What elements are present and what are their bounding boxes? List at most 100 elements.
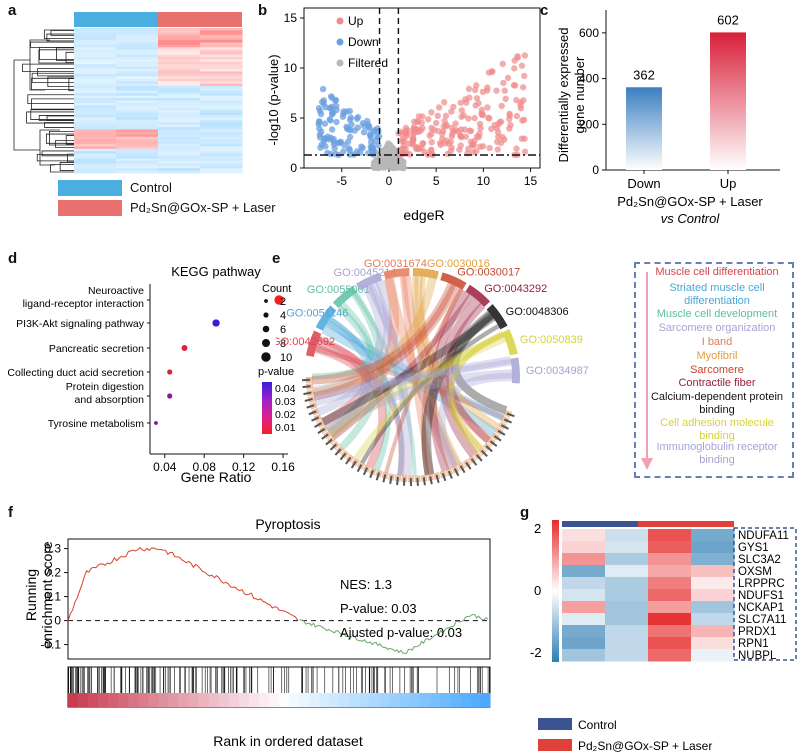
dendrogram-branch <box>56 47 74 61</box>
heatmap-a-cell <box>74 37 117 41</box>
volcano-point-up <box>479 88 487 96</box>
heatmap-a-cell <box>74 139 117 143</box>
volcano-point-filtered <box>384 159 391 166</box>
heatmap-g-cell <box>605 553 649 566</box>
legend-g-control: Control <box>578 718 617 732</box>
heatmap-a-cell <box>200 165 243 169</box>
heatmap-a-cell <box>74 131 117 135</box>
bar-caption-line1: Pd₂Sn@GOx-SP + Laser <box>617 194 763 209</box>
heatmap-a-cell <box>74 119 117 123</box>
chord-term-arc <box>383 268 410 280</box>
volcano-xtick-label: 0 <box>386 174 393 188</box>
heatmap-a-cell <box>200 49 243 53</box>
heatmap-a-cell <box>74 95 117 99</box>
heatmap-a-cell <box>200 151 243 155</box>
gsea-rank-bar <box>108 693 119 707</box>
heatmap-a-cell <box>200 52 243 56</box>
heatmap-a-cell <box>116 170 159 174</box>
heatmap-a-cell <box>74 44 117 48</box>
go-term-description: Muscle cell development <box>656 308 778 320</box>
heatmap-a-cell <box>200 100 243 104</box>
volcano-point-up <box>510 82 518 89</box>
heatmap-g-cell <box>605 613 649 626</box>
heatmap-a-cell <box>158 127 201 130</box>
heatmap-a-cell <box>74 66 117 70</box>
count-legend: 2 4 6 8 10 <box>261 296 292 364</box>
panel-letter-c: c <box>540 2 549 19</box>
chord-gene-tick <box>303 391 312 396</box>
chord-link <box>450 312 508 415</box>
heatmap-a-cell <box>116 37 159 41</box>
go-term-description: Immunoglobulin receptor binding <box>656 441 778 466</box>
volcano-point-up <box>457 133 464 140</box>
gsea-rank-bar <box>78 693 89 707</box>
heatmap-a-cell <box>200 86 243 89</box>
gsea-rank-bar <box>118 693 129 707</box>
heatmap-a-cell <box>116 168 159 172</box>
volcano-ytick-label: 15 <box>284 11 298 25</box>
chord-link <box>401 275 492 444</box>
chord-gene-tick <box>485 445 493 453</box>
heatmap-a-cell <box>116 88 159 92</box>
heatmap-a-cell <box>200 78 243 82</box>
heatmap-a-cell <box>158 144 201 147</box>
gsea-rank-bar <box>389 693 401 707</box>
volcano-point-up <box>517 99 524 106</box>
chord-gene-tick <box>422 477 426 486</box>
heatmap-a-cell <box>158 124 201 128</box>
heatmap-a-cell <box>200 112 243 116</box>
volcano-ytick-label: 0 <box>290 161 297 175</box>
gsea-xlabel: Rank in ordered dataset <box>213 733 363 749</box>
gsea-area: 0.3 0.2 0.1 0 -0.1 <box>40 538 491 708</box>
chord-link <box>399 276 435 475</box>
gsea-rank-bar <box>269 693 280 707</box>
heatmap-a-cell <box>200 64 243 68</box>
heatmap-g-scale-min: -2 <box>530 645 542 660</box>
volcano-point-up <box>475 133 483 141</box>
gsea-rank-bar <box>228 693 240 707</box>
volcano-point-filtered <box>391 164 399 171</box>
heatmap-a-cell <box>158 105 201 109</box>
bar-value-label: 362 <box>633 67 655 82</box>
heatmap-a-cell <box>74 73 117 77</box>
kegg-pathway-label: Neuroactive <box>88 285 144 297</box>
gsea-rank-bar <box>339 693 350 707</box>
heatmap-a-cell <box>200 148 243 152</box>
heatmap-a-cell <box>74 117 117 121</box>
heatmap-a-cell <box>74 129 117 133</box>
gsea-ytick-label: 0 <box>54 614 61 628</box>
heatmap-a-cell <box>200 35 243 39</box>
heatmap-a-cell <box>200 32 243 36</box>
gene-label: PRDX1 <box>738 626 776 638</box>
volcano-point-up <box>428 130 435 137</box>
heatmap-a-cell <box>158 78 201 82</box>
bar-category-label: Down <box>627 176 660 191</box>
heatmap-a-cell <box>74 40 117 43</box>
chord-gene-tick <box>304 397 313 402</box>
gsea-plot: Pyroptosis 0.3 0.2 0.1 0 -0.1 Running enrich… <box>23 516 491 749</box>
gsea-rank-bar <box>208 693 220 707</box>
heatmap-a-cell <box>158 165 201 169</box>
kegg-title: KEGG pathway <box>171 264 261 279</box>
heatmap-a-cell <box>74 61 117 65</box>
chord-gene-tick <box>329 443 337 451</box>
heatmap-a-cell <box>116 146 159 150</box>
chord-term-arc <box>315 305 337 331</box>
gsea-rank-bar <box>470 693 481 707</box>
count-legend-dot <box>264 299 268 303</box>
volcano-point-up <box>484 104 491 111</box>
heatmap-g-group-control <box>562 521 658 527</box>
heatmap-a-cell <box>116 122 159 126</box>
gsea-rank-bar <box>238 693 250 707</box>
gsea-rank-bar <box>168 693 179 707</box>
legend-swatch-control <box>58 180 122 196</box>
p-legend-label: 0.02 <box>275 409 296 421</box>
heatmap-a-cell <box>116 144 159 147</box>
heatmap-a-cell <box>74 134 117 138</box>
heatmap-a-cell <box>116 90 159 94</box>
heatmap-a-cell <box>74 32 117 36</box>
heatmap-a-cell <box>200 168 243 172</box>
volcano-point-up <box>436 139 444 147</box>
volcano-point-up <box>458 107 465 114</box>
gsea-ylabel-line1: Running <box>23 569 39 621</box>
